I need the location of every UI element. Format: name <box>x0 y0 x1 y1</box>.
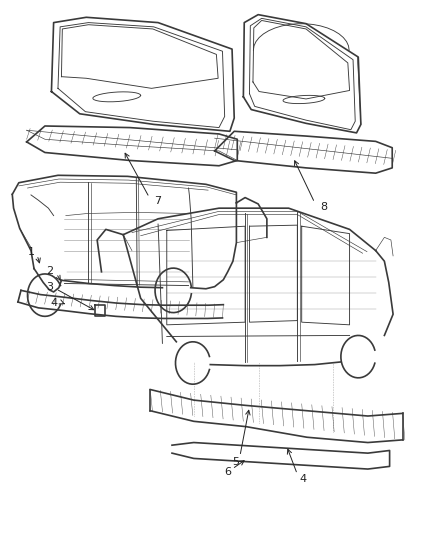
Text: 1: 1 <box>28 247 35 257</box>
Text: 3: 3 <box>46 281 53 292</box>
Text: 5: 5 <box>232 457 239 466</box>
Text: 8: 8 <box>320 201 327 212</box>
Text: 4: 4 <box>51 297 58 308</box>
Text: 2: 2 <box>46 266 53 276</box>
Text: 4: 4 <box>299 474 306 483</box>
Text: 7: 7 <box>154 196 161 206</box>
Text: 6: 6 <box>224 467 231 477</box>
